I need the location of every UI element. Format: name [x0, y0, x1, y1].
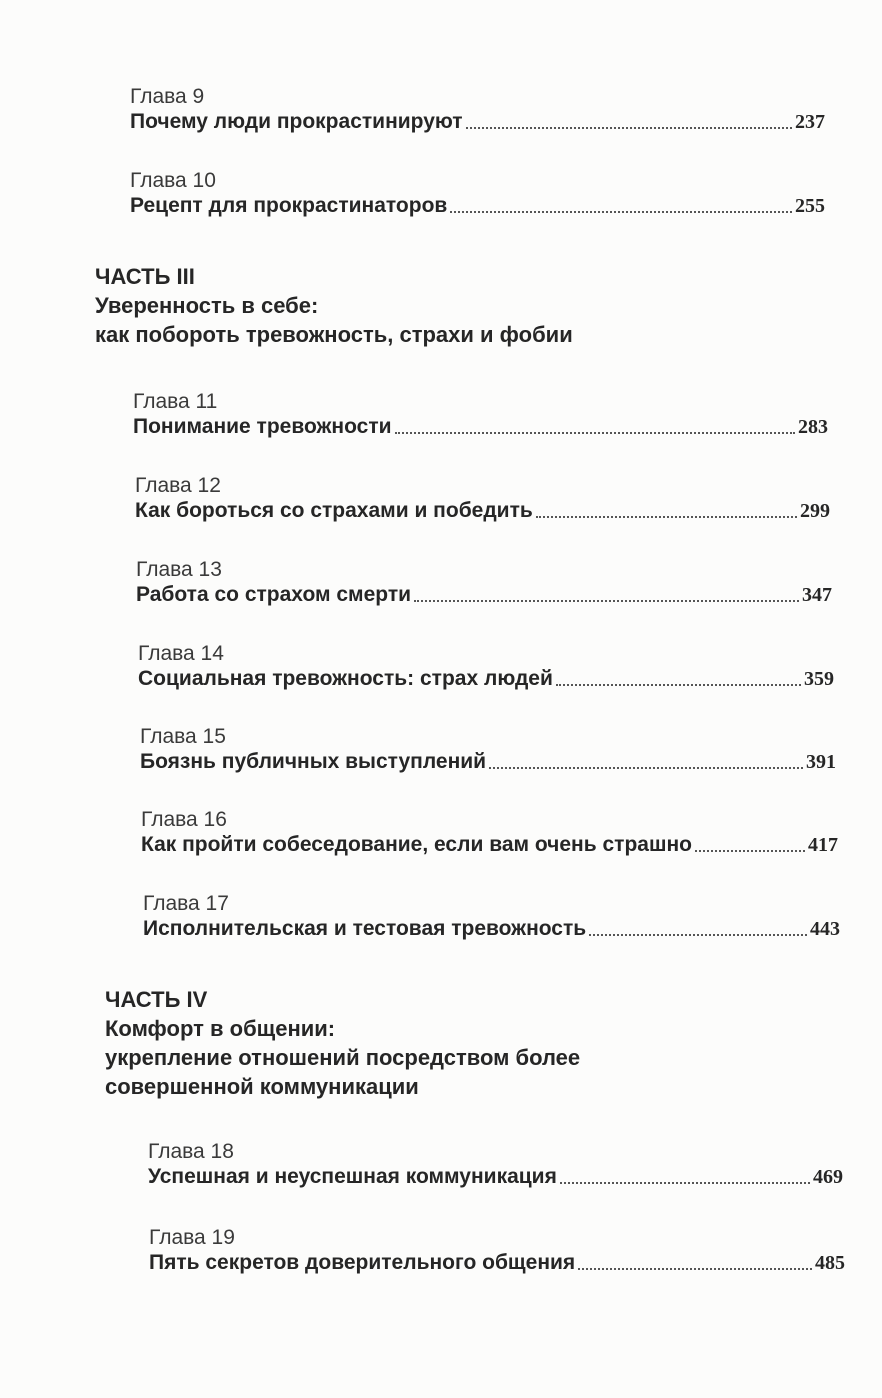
chapter-label: Глава 9	[130, 85, 205, 108]
dot-leader	[489, 767, 803, 769]
page-number: 255	[795, 195, 825, 217]
chapter-row: Почему люди прокрастинируют 237	[130, 109, 825, 135]
dot-leader	[465, 127, 792, 129]
chapter-label: Глава 19	[149, 1226, 235, 1249]
chapter-row: Рецепт для прокрастинаторов 255	[130, 193, 825, 219]
dot-leader	[394, 432, 795, 434]
page-number: 469	[813, 1166, 843, 1188]
part-label: ЧАСТЬ IV	[105, 987, 208, 1012]
part-heading: ЧАСТЬ III Уверенность в себе: как побороть…	[95, 262, 573, 349]
dot-leader	[559, 1182, 810, 1184]
page-number: 359	[804, 668, 834, 690]
chapter-title: Успешная и неуспешная коммуникация	[148, 1165, 557, 1188]
dot-leader	[578, 1268, 812, 1270]
page-number: 299	[800, 500, 830, 522]
dot-leader	[694, 850, 805, 852]
part-title-line: укрепление отношений посредством более	[105, 1045, 581, 1070]
dot-leader	[589, 934, 807, 936]
page-number: 417	[808, 834, 838, 856]
page-number: 237	[795, 111, 825, 133]
part-title-line: Уверенность в себе:	[95, 293, 319, 318]
chapter-row: Как пройти собеседование, если вам очень…	[141, 832, 838, 858]
page-number: 485	[815, 1252, 845, 1274]
chapter-label: Глава 18	[148, 1140, 234, 1163]
chapter-label: Глава 12	[135, 474, 221, 497]
chapter-title: Работа со страхом смерти	[136, 583, 412, 606]
chapter-row: Как бороться со страхами и победить 299	[135, 498, 830, 524]
chapter-row: Боязнь публичных выступлений 391	[140, 749, 836, 775]
chapter-title: Боязнь публичных выступлений	[140, 750, 487, 773]
chapter-row: Социальная тревожность: страх людей 359	[138, 666, 834, 692]
dot-leader	[555, 684, 801, 686]
chapter-label: Глава 13	[136, 558, 222, 581]
chapter-row: Понимание тревожности 283	[133, 414, 828, 440]
chapter-title: Понимание тревожности	[133, 415, 392, 438]
part-heading: ЧАСТЬ IV Комфорт в общении: укрепление отн…	[105, 985, 580, 1101]
chapter-label: Глава 14	[138, 642, 224, 665]
chapter-title: Как бороться со страхами и победить	[135, 499, 533, 522]
chapter-label: Глава 15	[140, 725, 226, 748]
chapter-label: Глава 11	[133, 390, 218, 413]
chapter-title: Социальная тревожность: страх людей	[138, 667, 553, 690]
chapter-label: Глава 10	[130, 169, 216, 192]
chapter-row: Успешная и неуспешная коммуникация 469	[148, 1164, 843, 1190]
chapter-row: Исполнительская и тестовая тревожность 4…	[143, 916, 840, 942]
chapter-title: Пять секретов доверительного общения	[149, 1251, 576, 1274]
dot-leader	[535, 516, 797, 518]
chapter-title: Рецепт для прокрастинаторов	[130, 194, 448, 217]
chapter-title: Исполнительская и тестовая тревожность	[143, 917, 587, 940]
chapter-row: Работа со страхом смерти 347	[136, 582, 832, 608]
page-number: 283	[798, 416, 828, 438]
dot-leader	[414, 600, 799, 602]
chapter-title: Как пройти собеседование, если вам очень…	[141, 833, 692, 856]
chapter-label: Глава 16	[141, 808, 227, 831]
page-number: 347	[802, 584, 832, 606]
part-label: ЧАСТЬ III	[95, 264, 195, 289]
chapter-label: Глава 17	[143, 892, 229, 915]
part-title-line: как побороть тревожность, страхи и фобии	[95, 322, 573, 347]
chapter-row: Пять секретов доверительного общения 485	[149, 1250, 845, 1276]
page-number: 391	[806, 751, 836, 773]
chapter-title: Почему люди прокрастинируют	[130, 110, 463, 133]
dot-leader	[450, 211, 792, 213]
part-title-line: Комфорт в общении:	[105, 1016, 336, 1041]
page-number: 443	[810, 918, 840, 940]
part-title-line: совершенной коммуникации	[105, 1074, 419, 1099]
